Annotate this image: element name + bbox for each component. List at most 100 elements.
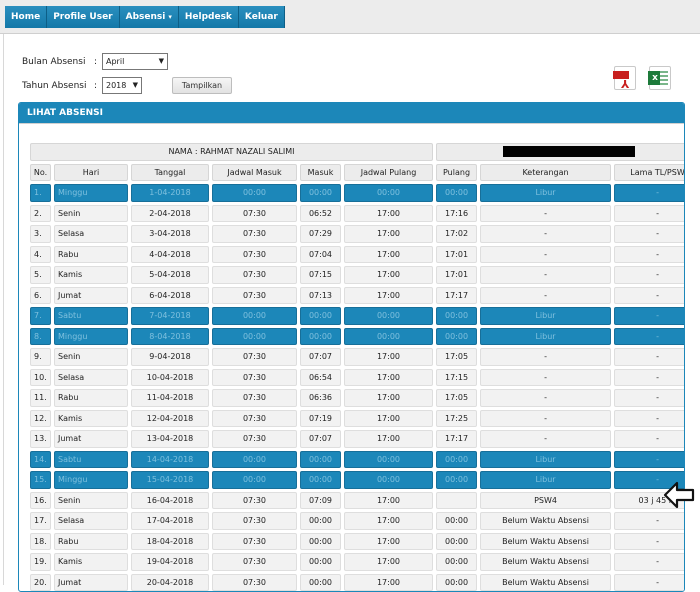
row-check-in: 00:00 xyxy=(300,307,341,325)
row-check-out: 00:00 xyxy=(436,573,478,591)
row-number: 3. xyxy=(30,225,51,243)
table-row: 2. Senin 2-04-2018 07:30 06:52 17:00 17:16- - xyxy=(30,204,684,222)
row-scheduled-out: 17:00 xyxy=(344,389,434,407)
row-duration: - xyxy=(614,368,684,386)
row-day: Jumat xyxy=(54,573,128,591)
caret-down-icon: ▼ xyxy=(132,81,138,89)
nav-profile-user-button[interactable]: Profile User xyxy=(47,6,120,28)
row-number: 17. xyxy=(30,512,51,530)
table-row: 5. Kamis 5-04-2018 07:30 07:15 17:00 17:01- - xyxy=(30,266,684,284)
row-check-out: 17:17 xyxy=(436,286,478,304)
row-scheduled-in: 07:30 xyxy=(212,368,297,386)
row-duration: - xyxy=(614,327,684,345)
row-scheduled-out: 00:00 xyxy=(344,450,434,468)
row-scheduled-in: 07:30 xyxy=(212,553,297,571)
row-number: 8. xyxy=(30,327,51,345)
row-check-out: 17:01 xyxy=(436,266,478,284)
row-scheduled-in: 07:30 xyxy=(212,348,297,366)
employee-name: NAMA : RAHMAT NAZALI SALIMI xyxy=(30,143,434,161)
row-remark: - xyxy=(480,348,612,366)
row-check-in: 00:00 xyxy=(300,450,341,468)
row-date: 14-04-2018 xyxy=(131,450,209,468)
nav-helpdesk-button[interactable]: Helpdesk xyxy=(178,6,239,28)
table-row: 8. Minggu 8-04-2018 00:00 00:00 00:00 00:00 Lib… xyxy=(30,327,684,345)
row-day: Senin xyxy=(54,204,128,222)
row-day: Senin xyxy=(54,491,128,509)
excel-export-icon[interactable]: x xyxy=(648,66,671,90)
row-scheduled-in: 07:30 xyxy=(212,245,297,263)
nav-home-button[interactable]: Home xyxy=(5,6,48,28)
main-nav: Home Profile User Absensi ▾ Helpdesk Keluar xyxy=(5,6,285,28)
row-day: Rabu xyxy=(54,245,128,263)
row-duration: - xyxy=(614,184,684,202)
nav-keluar-button[interactable]: Keluar xyxy=(238,6,285,28)
attendance-table-body: NAMA : RAHMAT NAZALI SALIMI No. Hari Tangg… xyxy=(30,143,684,591)
row-check-out: 17:16 xyxy=(436,204,478,222)
row-duration: - xyxy=(614,307,684,325)
row-scheduled-in: 07:30 xyxy=(212,512,297,530)
column-header: Hari xyxy=(54,163,128,181)
row-number: 16. xyxy=(30,491,51,509)
row-remark: Libur xyxy=(480,471,612,489)
row-remark: Libur xyxy=(480,450,612,468)
row-date: 4-04-2018 xyxy=(131,245,209,263)
row-check-out: 17:25 xyxy=(436,409,478,427)
row-number: 13. xyxy=(30,430,51,448)
row-number: 11. xyxy=(30,389,51,407)
row-duration: - xyxy=(614,553,684,571)
row-duration: - xyxy=(614,389,684,407)
pdf-export-icon[interactable]: ⅄ xyxy=(613,66,636,91)
column-header: Pulang xyxy=(436,163,478,181)
year-select-value: 2018 xyxy=(106,81,127,90)
row-duration: - xyxy=(614,204,684,222)
row-number: 12. xyxy=(30,409,51,427)
row-scheduled-in: 07:30 xyxy=(212,430,297,448)
column-header: Jadwal Masuk xyxy=(212,163,297,181)
row-scheduled-out: 00:00 xyxy=(344,307,434,325)
row-date: 1-04-2018 xyxy=(131,184,209,202)
row-remark: - xyxy=(480,389,612,407)
row-day: Kamis xyxy=(54,409,128,427)
row-check-out: 17:05 xyxy=(436,348,478,366)
row-scheduled-in: 07:30 xyxy=(212,409,297,427)
row-day: Minggu xyxy=(54,327,128,345)
row-check-out: 00:00 xyxy=(436,553,478,571)
tampilkan-button[interactable]: Tampilkan xyxy=(172,77,232,94)
row-remark: Belum Waktu Absensi xyxy=(480,573,612,591)
month-filter-row: Bulan Absensi : April ▼ xyxy=(22,53,168,70)
row-check-in: 07:15 xyxy=(300,266,341,284)
year-select[interactable]: 2018 ▼ xyxy=(102,77,142,94)
row-remark: - xyxy=(480,225,612,243)
column-header: Masuk xyxy=(300,163,341,181)
table-row: 16. Senin 16-04-2018 07:30 07:09 17:00 PSW4 03 … xyxy=(30,491,684,509)
row-duration: - xyxy=(614,245,684,263)
table-row: 15. Minggu 15-04-2018 00:00 00:00 00:00 00:00 L… xyxy=(30,471,684,489)
month-select[interactable]: April ▼ xyxy=(102,53,168,70)
row-scheduled-in: 00:00 xyxy=(212,450,297,468)
row-number: 7. xyxy=(30,307,51,325)
arrow-left-icon xyxy=(663,481,695,509)
attendance-panel: LIHAT ABSENSI NAMA : RAHMAT NAZALI SALI xyxy=(18,102,685,592)
nav-label: Absensi xyxy=(125,12,166,22)
table-row: 10. Selasa 10-04-2018 07:30 06:54 17:00 17:15-… xyxy=(30,368,684,386)
month-label: Bulan Absensi xyxy=(22,56,86,67)
caret-down-icon: ▼ xyxy=(158,57,164,65)
row-number: 10. xyxy=(30,368,51,386)
row-day: Senin xyxy=(54,348,128,366)
row-number: 19. xyxy=(30,553,51,571)
row-check-in: 06:36 xyxy=(300,389,341,407)
row-scheduled-in: 00:00 xyxy=(212,471,297,489)
row-day: Jumat xyxy=(54,286,128,304)
nav-label: Profile User xyxy=(53,12,113,22)
row-check-in: 00:00 xyxy=(300,327,341,345)
row-remark: Libur xyxy=(480,327,612,345)
row-duration: - xyxy=(614,225,684,243)
row-check-out: 00:00 xyxy=(436,471,478,489)
year-filter-row: Tahun Absensi : 2018 ▼ Tampilkan xyxy=(22,77,232,94)
row-check-in: 00:00 xyxy=(300,532,341,550)
row-check-out: 00:00 xyxy=(436,532,478,550)
table-row: 7. Sabtu 7-04-2018 00:00 00:00 00:00 00:00 Libu… xyxy=(30,307,684,325)
row-check-in: 00:00 xyxy=(300,553,341,571)
nav-absensi-button[interactable]: Absensi ▾ xyxy=(119,6,179,28)
row-check-in: 07:04 xyxy=(300,245,341,263)
